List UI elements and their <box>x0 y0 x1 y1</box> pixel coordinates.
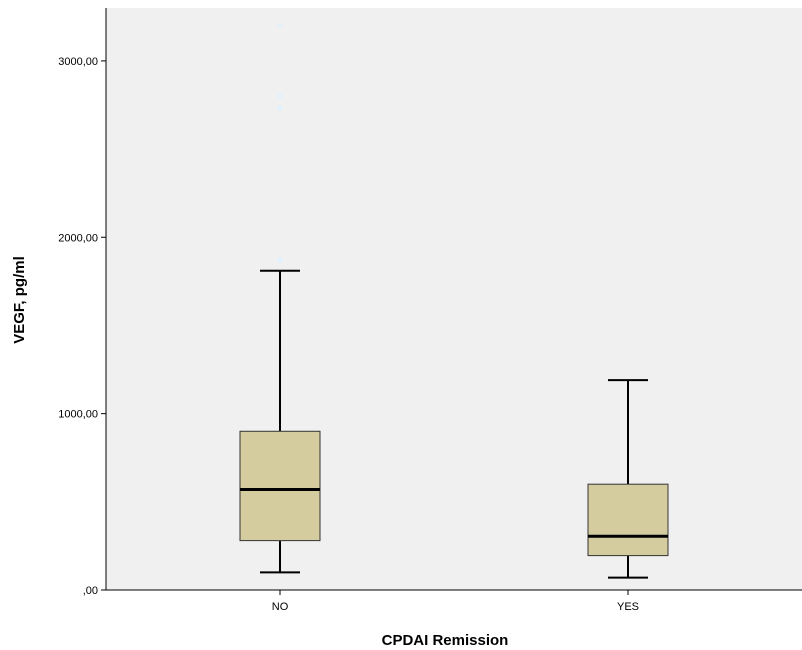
x-ticks: NO YES <box>272 590 639 613</box>
box-no <box>239 430 321 542</box>
y-tick-label: ,00 <box>83 585 98 597</box>
outlier-point <box>277 257 283 264</box>
boxes <box>239 22 669 579</box>
y-tick-label: 1000,00 <box>58 409 98 421</box>
plot-area <box>106 8 802 590</box>
box-yes <box>587 483 669 557</box>
x-tick-label: YES <box>617 601 639 613</box>
y-ticks: ,00 1000,00 2000,00 3000,00 <box>58 56 106 597</box>
x-tick-label: NO <box>272 601 289 613</box>
x-axis-title: CPDAI Remission <box>382 632 509 649</box>
outlier-point <box>277 93 283 100</box>
outlier-point <box>277 105 283 112</box>
y-tick-label: 3000,00 <box>58 56 98 68</box>
y-tick-label: 2000,00 <box>58 232 98 244</box>
outlier-point <box>277 22 283 29</box>
y-axis-title: VEGF, pg/ml <box>11 256 28 344</box>
